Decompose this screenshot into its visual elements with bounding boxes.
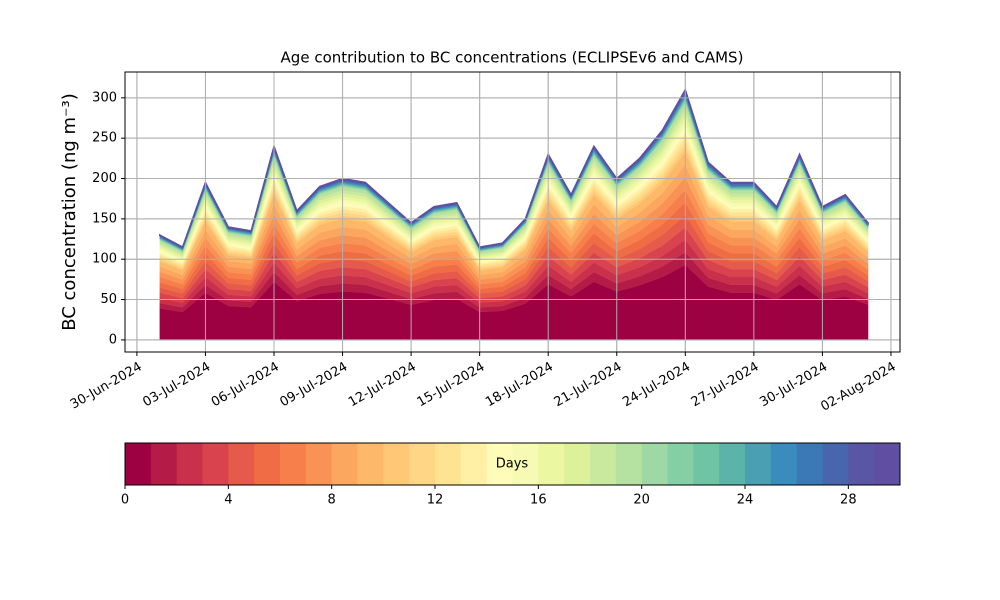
x-tick-label: 27-Jul-2024 <box>689 360 762 411</box>
y-tick-label: 250 <box>92 131 117 146</box>
colorbar-cell <box>667 443 694 485</box>
colorbar-cell <box>357 443 384 485</box>
x-tick-label: 21-Jul-2024 <box>552 360 625 411</box>
colorbar-tick-label: 16 <box>530 493 547 508</box>
colorbar-tick-label: 4 <box>224 493 232 508</box>
x-tick-label: 03-Jul-2024 <box>140 360 213 411</box>
colorbar-cell <box>615 443 643 485</box>
colorbar-cell <box>512 443 539 485</box>
colorbar-tick-label: 8 <box>328 493 336 508</box>
colorbar-cell <box>176 443 203 485</box>
colorbar-cell <box>770 443 798 485</box>
colorbar-tick-label: 24 <box>737 493 754 508</box>
colorbar-cell <box>590 443 617 485</box>
y-tick-label: 0 <box>109 332 117 347</box>
colorbar-cell <box>125 443 152 485</box>
colorbar-cell <box>538 443 565 485</box>
x-tick-label: 02-Aug-2024 <box>818 360 898 415</box>
colorbar-label: Days <box>496 457 529 472</box>
chart-title: Age contribution to BC concentrations (E… <box>281 49 744 67</box>
colorbar-cell <box>641 443 668 485</box>
colorbar-frame <box>124 442 901 486</box>
x-tick-label: 09-Jul-2024 <box>277 360 350 411</box>
colorbar-cell <box>305 443 333 485</box>
x-tick-label: 18-Jul-2024 <box>483 360 556 411</box>
colorbar-cell <box>460 443 488 485</box>
y-tick-label: 100 <box>92 252 117 267</box>
x-tick-label: 06-Jul-2024 <box>209 360 282 411</box>
x-tick-label: 30-Jun-2024 <box>68 360 145 413</box>
colorbar-cell <box>796 443 823 485</box>
colorbar-cell <box>745 443 772 485</box>
colorbar-tick-label: 0 <box>121 493 129 508</box>
plot-frame <box>124 71 901 353</box>
x-tick-label: 15-Jul-2024 <box>415 360 488 411</box>
colorbar-cell <box>331 443 358 485</box>
colorbar-cell <box>383 443 410 485</box>
colorbar-cell <box>150 443 178 485</box>
y-tick-label: 50 <box>100 292 117 307</box>
colorbar-cell <box>409 443 436 485</box>
y-tick-label: 300 <box>92 90 117 105</box>
colorbar-tick-label: 12 <box>427 493 444 508</box>
colorbar-cell <box>435 443 462 485</box>
colorbar-cell <box>486 443 513 485</box>
colorbar-cell <box>280 443 307 485</box>
colorbar-cell <box>874 443 901 485</box>
colorbar-cell <box>254 443 281 485</box>
colorbar-cell <box>719 443 746 485</box>
colorbar-tick-label: 20 <box>633 493 650 508</box>
x-tick-label: 12-Jul-2024 <box>346 360 419 411</box>
x-tick-label: 24-Jul-2024 <box>620 360 693 411</box>
colorbar-cell <box>693 443 720 485</box>
y-tick-label: 150 <box>92 211 117 226</box>
colorbar-cell <box>564 443 591 485</box>
colorbar-cell <box>848 443 875 485</box>
colorbar-tick-label: 28 <box>840 493 857 508</box>
y-axis-label: BC concentration (ng m⁻³) <box>59 93 80 331</box>
colorbar-cell <box>202 443 229 485</box>
colorbar-cell <box>822 443 849 485</box>
y-tick-label: 200 <box>92 171 117 186</box>
area-band <box>159 87 869 249</box>
colorbar-cell <box>228 443 255 485</box>
